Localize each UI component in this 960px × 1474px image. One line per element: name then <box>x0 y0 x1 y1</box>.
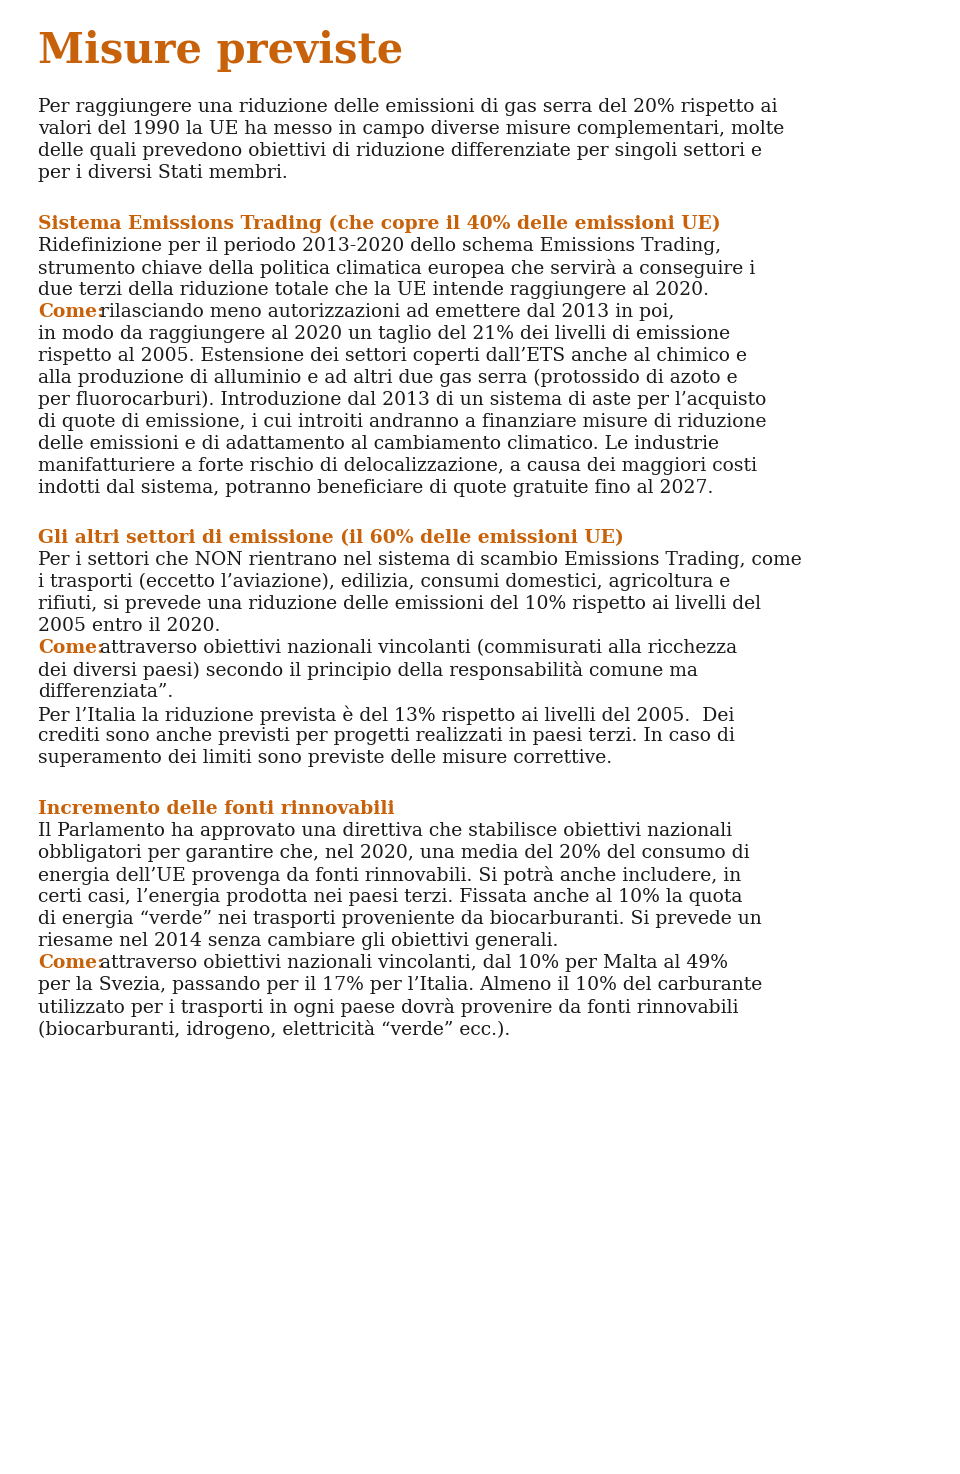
Text: due terzi della riduzione totale che la UE intende raggiungere al 2020.: due terzi della riduzione totale che la … <box>38 280 709 299</box>
Text: Ridefinizione per il periodo 2013-2020 dello schema Emissions Trading,: Ridefinizione per il periodo 2013-2020 d… <box>38 237 721 255</box>
Text: Il Parlamento ha approvato una direttiva che stabilisce obiettivi nazionali: Il Parlamento ha approvato una direttiva… <box>38 822 732 840</box>
Text: differenziata”.: differenziata”. <box>38 684 173 702</box>
Text: Come:: Come: <box>38 302 104 321</box>
Text: obbligatori per garantire che, nel 2020, una media del 20% del consumo di: obbligatori per garantire che, nel 2020,… <box>38 843 750 862</box>
Text: energia dell’UE provenga da fonti rinnovabili. Si potrà anche includere, in: energia dell’UE provenga da fonti rinnov… <box>38 865 741 884</box>
Text: rifiuti, si prevede una riduzione delle emissioni del 10% rispetto ai livelli de: rifiuti, si prevede una riduzione delle … <box>38 595 761 613</box>
Text: per la Svezia, passando per il 17% per l’Italia. Almeno il 10% del carburante: per la Svezia, passando per il 17% per l… <box>38 976 762 993</box>
Text: di quote di emissione, i cui introiti andranno a finanziare misure di riduzione: di quote di emissione, i cui introiti an… <box>38 413 766 430</box>
Text: Come:: Come: <box>38 954 104 971</box>
Text: utilizzato per i trasporti in ogni paese dovrà provenire da fonti rinnovabili: utilizzato per i trasporti in ogni paese… <box>38 998 738 1017</box>
Text: Incremento delle fonti rinnovabili: Incremento delle fonti rinnovabili <box>38 800 395 818</box>
Text: Gli altri settori di emissione (il 60% delle emissioni UE): Gli altri settori di emissione (il 60% d… <box>38 529 624 547</box>
Text: certi casi, l’energia prodotta nei paesi terzi. Fissata anche al 10% la quota: certi casi, l’energia prodotta nei paesi… <box>38 887 742 907</box>
Text: riesame nel 2014 senza cambiare gli obiettivi generali.: riesame nel 2014 senza cambiare gli obie… <box>38 932 559 949</box>
Text: Per i settori che NON rientrano nel sistema di scambio Emissions Trading, come: Per i settori che NON rientrano nel sist… <box>38 551 802 569</box>
Text: Per raggiungere una riduzione delle emissioni di gas serra del 20% rispetto ai: Per raggiungere una riduzione delle emis… <box>38 97 778 116</box>
Text: rispetto al 2005. Estensione dei settori coperti dall’ETS anche al chimico e: rispetto al 2005. Estensione dei settori… <box>38 346 747 364</box>
Text: per fluorocarburi). Introduzione dal 2013 di un sistema di aste per l’acquisto: per fluorocarburi). Introduzione dal 201… <box>38 391 766 408</box>
Text: Come:: Come: <box>38 640 104 657</box>
Text: 2005 entro il 2020.: 2005 entro il 2020. <box>38 618 221 635</box>
Text: delle quali prevedono obiettivi di riduzione differenziate per singoli settori e: delle quali prevedono obiettivi di riduz… <box>38 142 762 161</box>
Text: alla produzione di alluminio e ad altri due gas serra (protossido di azoto e: alla produzione di alluminio e ad altri … <box>38 368 737 386</box>
Text: per i diversi Stati membri.: per i diversi Stati membri. <box>38 164 288 181</box>
Text: Misure previste: Misure previste <box>38 29 403 72</box>
Text: rilasciando meno autorizzazioni ad emettere dal 2013 in poi,: rilasciando meno autorizzazioni ad emett… <box>100 302 674 321</box>
Text: Sistema Emissions Trading (che copre il 40% delle emissioni UE): Sistema Emissions Trading (che copre il … <box>38 215 721 233</box>
Text: dei diversi paesi) secondo il principio della responsabilità comune ma: dei diversi paesi) secondo il principio … <box>38 662 698 680</box>
Text: manifatturiere a forte rischio di delocalizzazione, a causa dei maggiori costi: manifatturiere a forte rischio di deloca… <box>38 457 757 475</box>
Text: superamento dei limiti sono previste delle misure correttive.: superamento dei limiti sono previste del… <box>38 749 612 766</box>
Text: attraverso obiettivi nazionali vincolanti, dal 10% per Malta al 49%: attraverso obiettivi nazionali vincolant… <box>100 954 728 971</box>
Text: valori del 1990 la UE ha messo in campo diverse misure complementari, molte: valori del 1990 la UE ha messo in campo … <box>38 119 784 139</box>
Text: attraverso obiettivi nazionali vincolanti (commisurati alla ricchezza: attraverso obiettivi nazionali vincolant… <box>100 640 737 657</box>
Text: indotti dal sistema, potranno beneficiare di quote gratuite fino al 2027.: indotti dal sistema, potranno beneficiar… <box>38 479 713 497</box>
Text: delle emissioni e di adattamento al cambiamento climatico. Le industrie: delle emissioni e di adattamento al camb… <box>38 435 719 453</box>
Text: i trasporti (eccetto l’aviazione), edilizia, consumi domestici, agricoltura e: i trasporti (eccetto l’aviazione), edili… <box>38 573 731 591</box>
Text: crediti sono anche previsti per progetti realizzati in paesi terzi. In caso di: crediti sono anche previsti per progetti… <box>38 727 734 746</box>
Text: (biocarburanti, idrogeno, elettricità “verde” ecc.).: (biocarburanti, idrogeno, elettricità “v… <box>38 1020 511 1039</box>
Text: di energia “verde” nei trasporti proveniente da biocarburanti. Si prevede un: di energia “verde” nei trasporti proveni… <box>38 909 761 927</box>
Text: Per l’Italia la riduzione prevista è del 13% rispetto ai livelli del 2005.  Dei: Per l’Italia la riduzione prevista è del… <box>38 705 734 725</box>
Text: strumento chiave della politica climatica europea che servirà a conseguire i: strumento chiave della politica climatic… <box>38 258 756 277</box>
Text: in modo da raggiungere al 2020 un taglio del 21% dei livelli di emissione: in modo da raggiungere al 2020 un taglio… <box>38 324 731 342</box>
